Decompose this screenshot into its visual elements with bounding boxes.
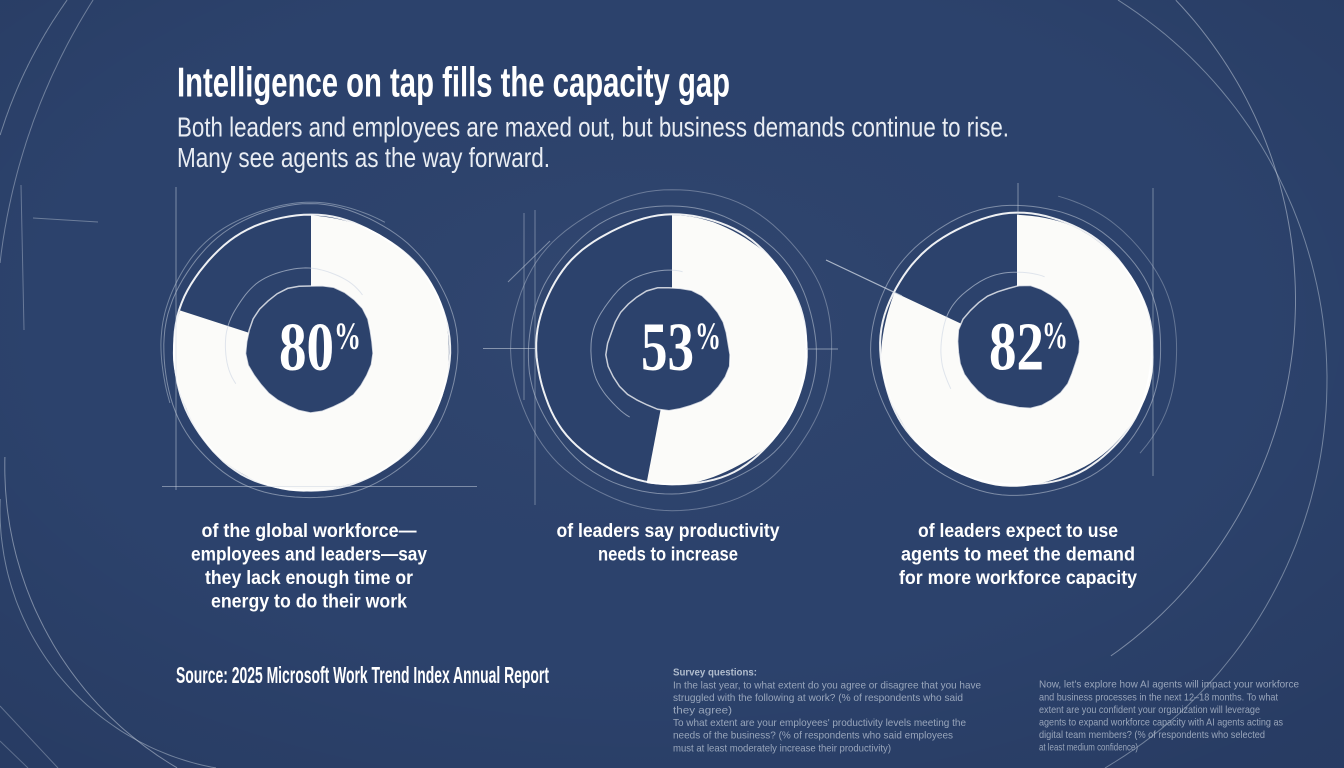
svg-text:To what extent are your employ: To what extent are your employees' produ… — [673, 717, 966, 729]
svg-text:needs to increase: needs to increase — [598, 544, 738, 566]
svg-text:employees and leaders—say: employees and leaders—say — [191, 544, 427, 566]
svg-text:%: % — [695, 315, 721, 358]
svg-text:extent are you confident your: extent are you confident your organizati… — [1039, 704, 1260, 716]
svg-text:of leaders expect to use: of leaders expect to use — [918, 520, 1118, 542]
svg-text:of the global workforce—: of the global workforce— — [202, 520, 417, 542]
svg-text:%: % — [1042, 315, 1068, 358]
svg-text:energy to do their work: energy to do their work — [211, 591, 407, 613]
svg-text:53: 53 — [641, 309, 694, 385]
svg-text:digital team members? (% of re: digital team members? (% of respondents … — [1039, 729, 1265, 741]
svg-text:struggled with the following a: struggled with the following at work? (%… — [673, 692, 963, 704]
svg-text:must at least moderately incre: must at least moderately increase their … — [673, 742, 891, 754]
svg-text:In the last year, to what exte: In the last year, to what extent do you … — [673, 679, 981, 691]
svg-text:Survey questions:: Survey questions: — [673, 667, 757, 679]
svg-text:Many see agents as the way for: Many see agents as the way forward. — [177, 142, 550, 173]
svg-text:%: % — [334, 315, 361, 358]
svg-text:Intelligence on tap fills the: Intelligence on tap fills the capacity g… — [177, 59, 730, 106]
svg-text:at least medium confidence): at least medium confidence) — [1039, 742, 1138, 754]
svg-text:Source: 2025 Microsoft Work Tr: Source: 2025 Microsoft Work Trend Index … — [176, 662, 549, 688]
svg-text:Both leaders and employees are: Both leaders and employees are maxed out… — [177, 112, 1009, 143]
svg-text:they lack enough time or: they lack enough time or — [205, 567, 413, 589]
svg-text:of leaders say productivity: of leaders say productivity — [557, 520, 780, 542]
svg-text:agents to expand workforce cap: agents to expand workforce capacity with… — [1039, 717, 1283, 729]
svg-text:80: 80 — [279, 309, 334, 385]
svg-text:agents to meet the demand: agents to meet the demand — [901, 544, 1135, 566]
svg-text:needs of the business? (% of r: needs of the business? (% of respondents… — [673, 730, 953, 742]
svg-text:Now, let's explore how AI agen: Now, let's explore how AI agents will im… — [1039, 679, 1299, 691]
svg-text:82: 82 — [989, 309, 1044, 385]
svg-text:and business processes in the: and business processes in the next 12–18… — [1039, 691, 1278, 703]
svg-text:for more workforce capacity: for more workforce capacity — [899, 567, 1137, 589]
svg-text:they agree): they agree) — [673, 705, 732, 717]
